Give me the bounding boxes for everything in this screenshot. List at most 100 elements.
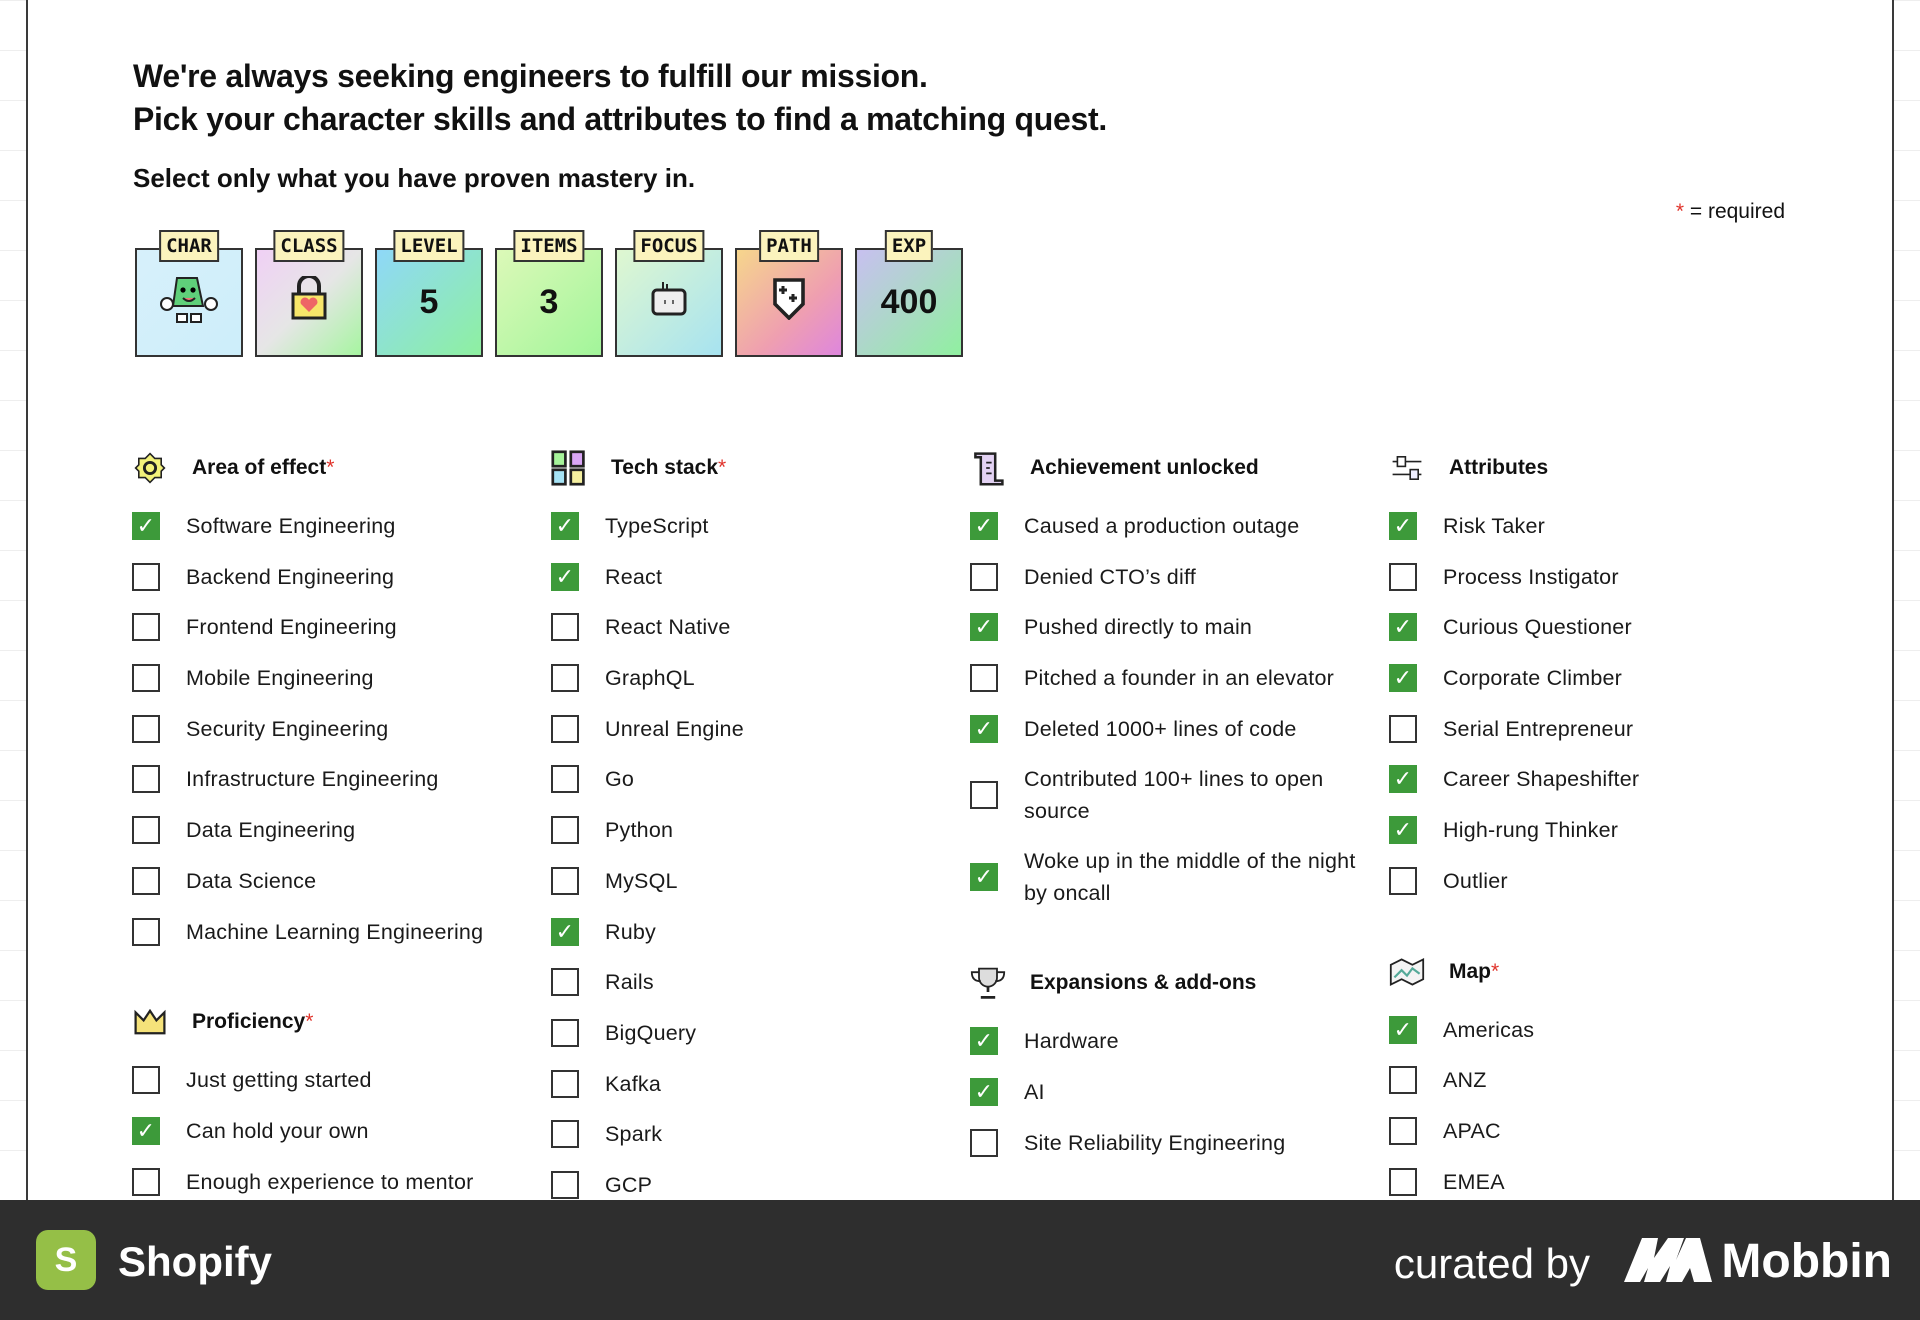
checkbox-checked[interactable]: ✓: [1389, 765, 1417, 794]
checkbox-option[interactable]: GraphQL: [551, 662, 971, 713]
checkbox-unchecked[interactable]: [132, 613, 160, 642]
checkbox-option[interactable]: ✓ Pushed directly to main: [970, 611, 1390, 662]
checkbox-option[interactable]: Go: [551, 763, 971, 814]
checkbox-option[interactable]: ANZ: [1389, 1064, 1809, 1115]
checkbox-option[interactable]: Security Engineering: [132, 713, 552, 764]
checkbox-option[interactable]: Outlier: [1389, 865, 1809, 916]
checkbox-option[interactable]: Site Reliability Engineering: [970, 1127, 1390, 1178]
checkbox-checked[interactable]: ✓: [1389, 613, 1417, 642]
checkbox-unchecked[interactable]: [1389, 866, 1417, 895]
checkbox-unchecked[interactable]: [132, 714, 160, 743]
checkbox-option[interactable]: Mobile Engineering: [132, 662, 552, 713]
checkbox-option[interactable]: ✓ Woke up in the middle of the night by o…: [970, 845, 1390, 927]
checkbox-option[interactable]: MySQL: [551, 865, 971, 916]
checkbox-option[interactable]: GCP: [551, 1169, 971, 1220]
checkbox-unchecked[interactable]: [1389, 1116, 1417, 1145]
checkbox-unchecked[interactable]: [551, 664, 579, 693]
checkbox-unchecked[interactable]: [551, 613, 579, 642]
checkbox-option[interactable]: Enough experience to mentor: [132, 1166, 552, 1217]
checkbox-unchecked[interactable]: [132, 917, 160, 946]
checkbox-option[interactable]: ✓ Software Engineering: [132, 510, 552, 561]
checkbox-checked[interactable]: ✓: [551, 917, 579, 946]
checkbox-option[interactable]: ✓ Corporate Climber: [1389, 662, 1809, 713]
checkbox-checked[interactable]: ✓: [1389, 512, 1417, 540]
option-label: Data Science: [186, 868, 317, 893]
checkbox-option[interactable]: ✓ Risk Taker: [1389, 510, 1809, 561]
checkbox-option[interactable]: ✓ React: [551, 561, 971, 612]
checkbox-option[interactable]: Data Engineering: [132, 814, 552, 865]
checkbox-unchecked[interactable]: [551, 866, 579, 895]
checkbox-unchecked[interactable]: [551, 816, 579, 845]
checkbox-unchecked[interactable]: [132, 664, 160, 693]
checkbox-checked[interactable]: ✓: [1389, 816, 1417, 845]
checkbox-option[interactable]: ✓ Career Shapeshifter: [1389, 763, 1809, 814]
checkbox-unchecked[interactable]: [551, 765, 579, 794]
checkbox-option[interactable]: ✓ Hardware: [970, 1025, 1390, 1076]
checkbox-option[interactable]: Python: [551, 814, 971, 865]
checkbox-option[interactable]: ✓ Deleted 1000+ lines of code: [970, 713, 1390, 764]
checkbox-option[interactable]: Pitched a founder in an elevator: [970, 662, 1390, 713]
checkbox-checked[interactable]: ✓: [132, 512, 160, 540]
checkbox-option[interactable]: ✓ Can hold your own: [132, 1115, 552, 1166]
checkbox-unchecked[interactable]: [970, 1128, 998, 1157]
checkbox-checked[interactable]: ✓: [970, 613, 998, 642]
checkbox-option[interactable]: Frontend Engineering: [132, 611, 552, 662]
checkbox-option[interactable]: ✓ Caused a production outage: [970, 510, 1390, 561]
checkbox-unchecked[interactable]: [551, 968, 579, 997]
checkbox-option[interactable]: Unreal Engine: [551, 713, 971, 764]
checkbox-option[interactable]: Process Instigator: [1389, 561, 1809, 612]
checkbox-option[interactable]: Spark: [551, 1118, 971, 1169]
checkbox-checked[interactable]: ✓: [970, 1027, 998, 1056]
checkbox-option[interactable]: ✓ AI: [970, 1076, 1390, 1127]
checkbox-unchecked[interactable]: [551, 1170, 579, 1199]
checkbox-option[interactable]: Kafka: [551, 1068, 971, 1119]
option-label: React: [605, 564, 663, 589]
checkbox-checked[interactable]: ✓: [1389, 664, 1417, 693]
checkbox-checked[interactable]: ✓: [970, 512, 998, 540]
checkbox-unchecked[interactable]: [970, 664, 998, 693]
checkbox-option[interactable]: Contributed 100+ lines to open source: [970, 763, 1390, 845]
gear-icon: [132, 450, 168, 486]
checkbox-option[interactable]: Infrastructure Engineering: [132, 763, 552, 814]
checkbox-unchecked[interactable]: [970, 562, 998, 591]
checkbox-checked[interactable]: ✓: [970, 714, 998, 743]
checkbox-unchecked[interactable]: [132, 1167, 160, 1196]
checkbox-unchecked[interactable]: [132, 765, 160, 794]
checkbox-option[interactable]: ✓ Ruby: [551, 916, 971, 967]
checkbox-unchecked[interactable]: [551, 1018, 579, 1047]
checkbox-option[interactable]: ✓ Curious Questioner: [1389, 611, 1809, 662]
checkbox-unchecked[interactable]: [132, 866, 160, 895]
checkbox-unchecked[interactable]: [1389, 714, 1417, 743]
checkbox-option[interactable]: ✓ High-rung Thinker: [1389, 814, 1809, 865]
checkbox-checked[interactable]: ✓: [551, 562, 579, 591]
checkbox-unchecked[interactable]: [970, 781, 998, 810]
checkbox-option[interactable]: Just getting started: [132, 1064, 552, 1115]
checkbox-option[interactable]: ✓ TypeScript: [551, 510, 971, 561]
checkbox-checked[interactable]: ✓: [551, 512, 579, 540]
checkbox-option[interactable]: ✓ Americas: [1389, 1014, 1809, 1065]
checkbox-checked[interactable]: ✓: [132, 1116, 160, 1145]
checkbox-unchecked[interactable]: [132, 1066, 160, 1095]
checkbox-unchecked[interactable]: [132, 816, 160, 845]
checkbox-option[interactable]: React Native: [551, 611, 971, 662]
checkbox-option[interactable]: EMEA: [1389, 1166, 1809, 1217]
checkbox-option[interactable]: APAC: [1389, 1115, 1809, 1166]
checkbox-unchecked[interactable]: [551, 714, 579, 743]
checkbox-option[interactable]: Serial Entrepreneur: [1389, 713, 1809, 764]
card-level: LEVEL 5: [375, 230, 483, 357]
checkbox-unchecked[interactable]: [1389, 1066, 1417, 1095]
checkbox-option[interactable]: Machine Learning Engineering: [132, 916, 552, 967]
checkbox-unchecked[interactable]: [1389, 562, 1417, 591]
checkbox-option[interactable]: Backend Engineering: [132, 561, 552, 612]
checkbox-unchecked[interactable]: [132, 562, 160, 591]
checkbox-unchecked[interactable]: [551, 1069, 579, 1098]
checkbox-option[interactable]: Denied CTO’s diff: [970, 561, 1390, 612]
checkbox-checked[interactable]: ✓: [1389, 1015, 1417, 1044]
checkbox-option[interactable]: Data Science: [132, 865, 552, 916]
checkbox-checked[interactable]: ✓: [970, 863, 998, 892]
checkbox-checked[interactable]: ✓: [970, 1078, 998, 1107]
checkbox-unchecked[interactable]: [1389, 1167, 1417, 1196]
checkbox-option[interactable]: Rails: [551, 966, 971, 1017]
checkbox-option[interactable]: BigQuery: [551, 1017, 971, 1068]
checkbox-unchecked[interactable]: [551, 1120, 579, 1149]
